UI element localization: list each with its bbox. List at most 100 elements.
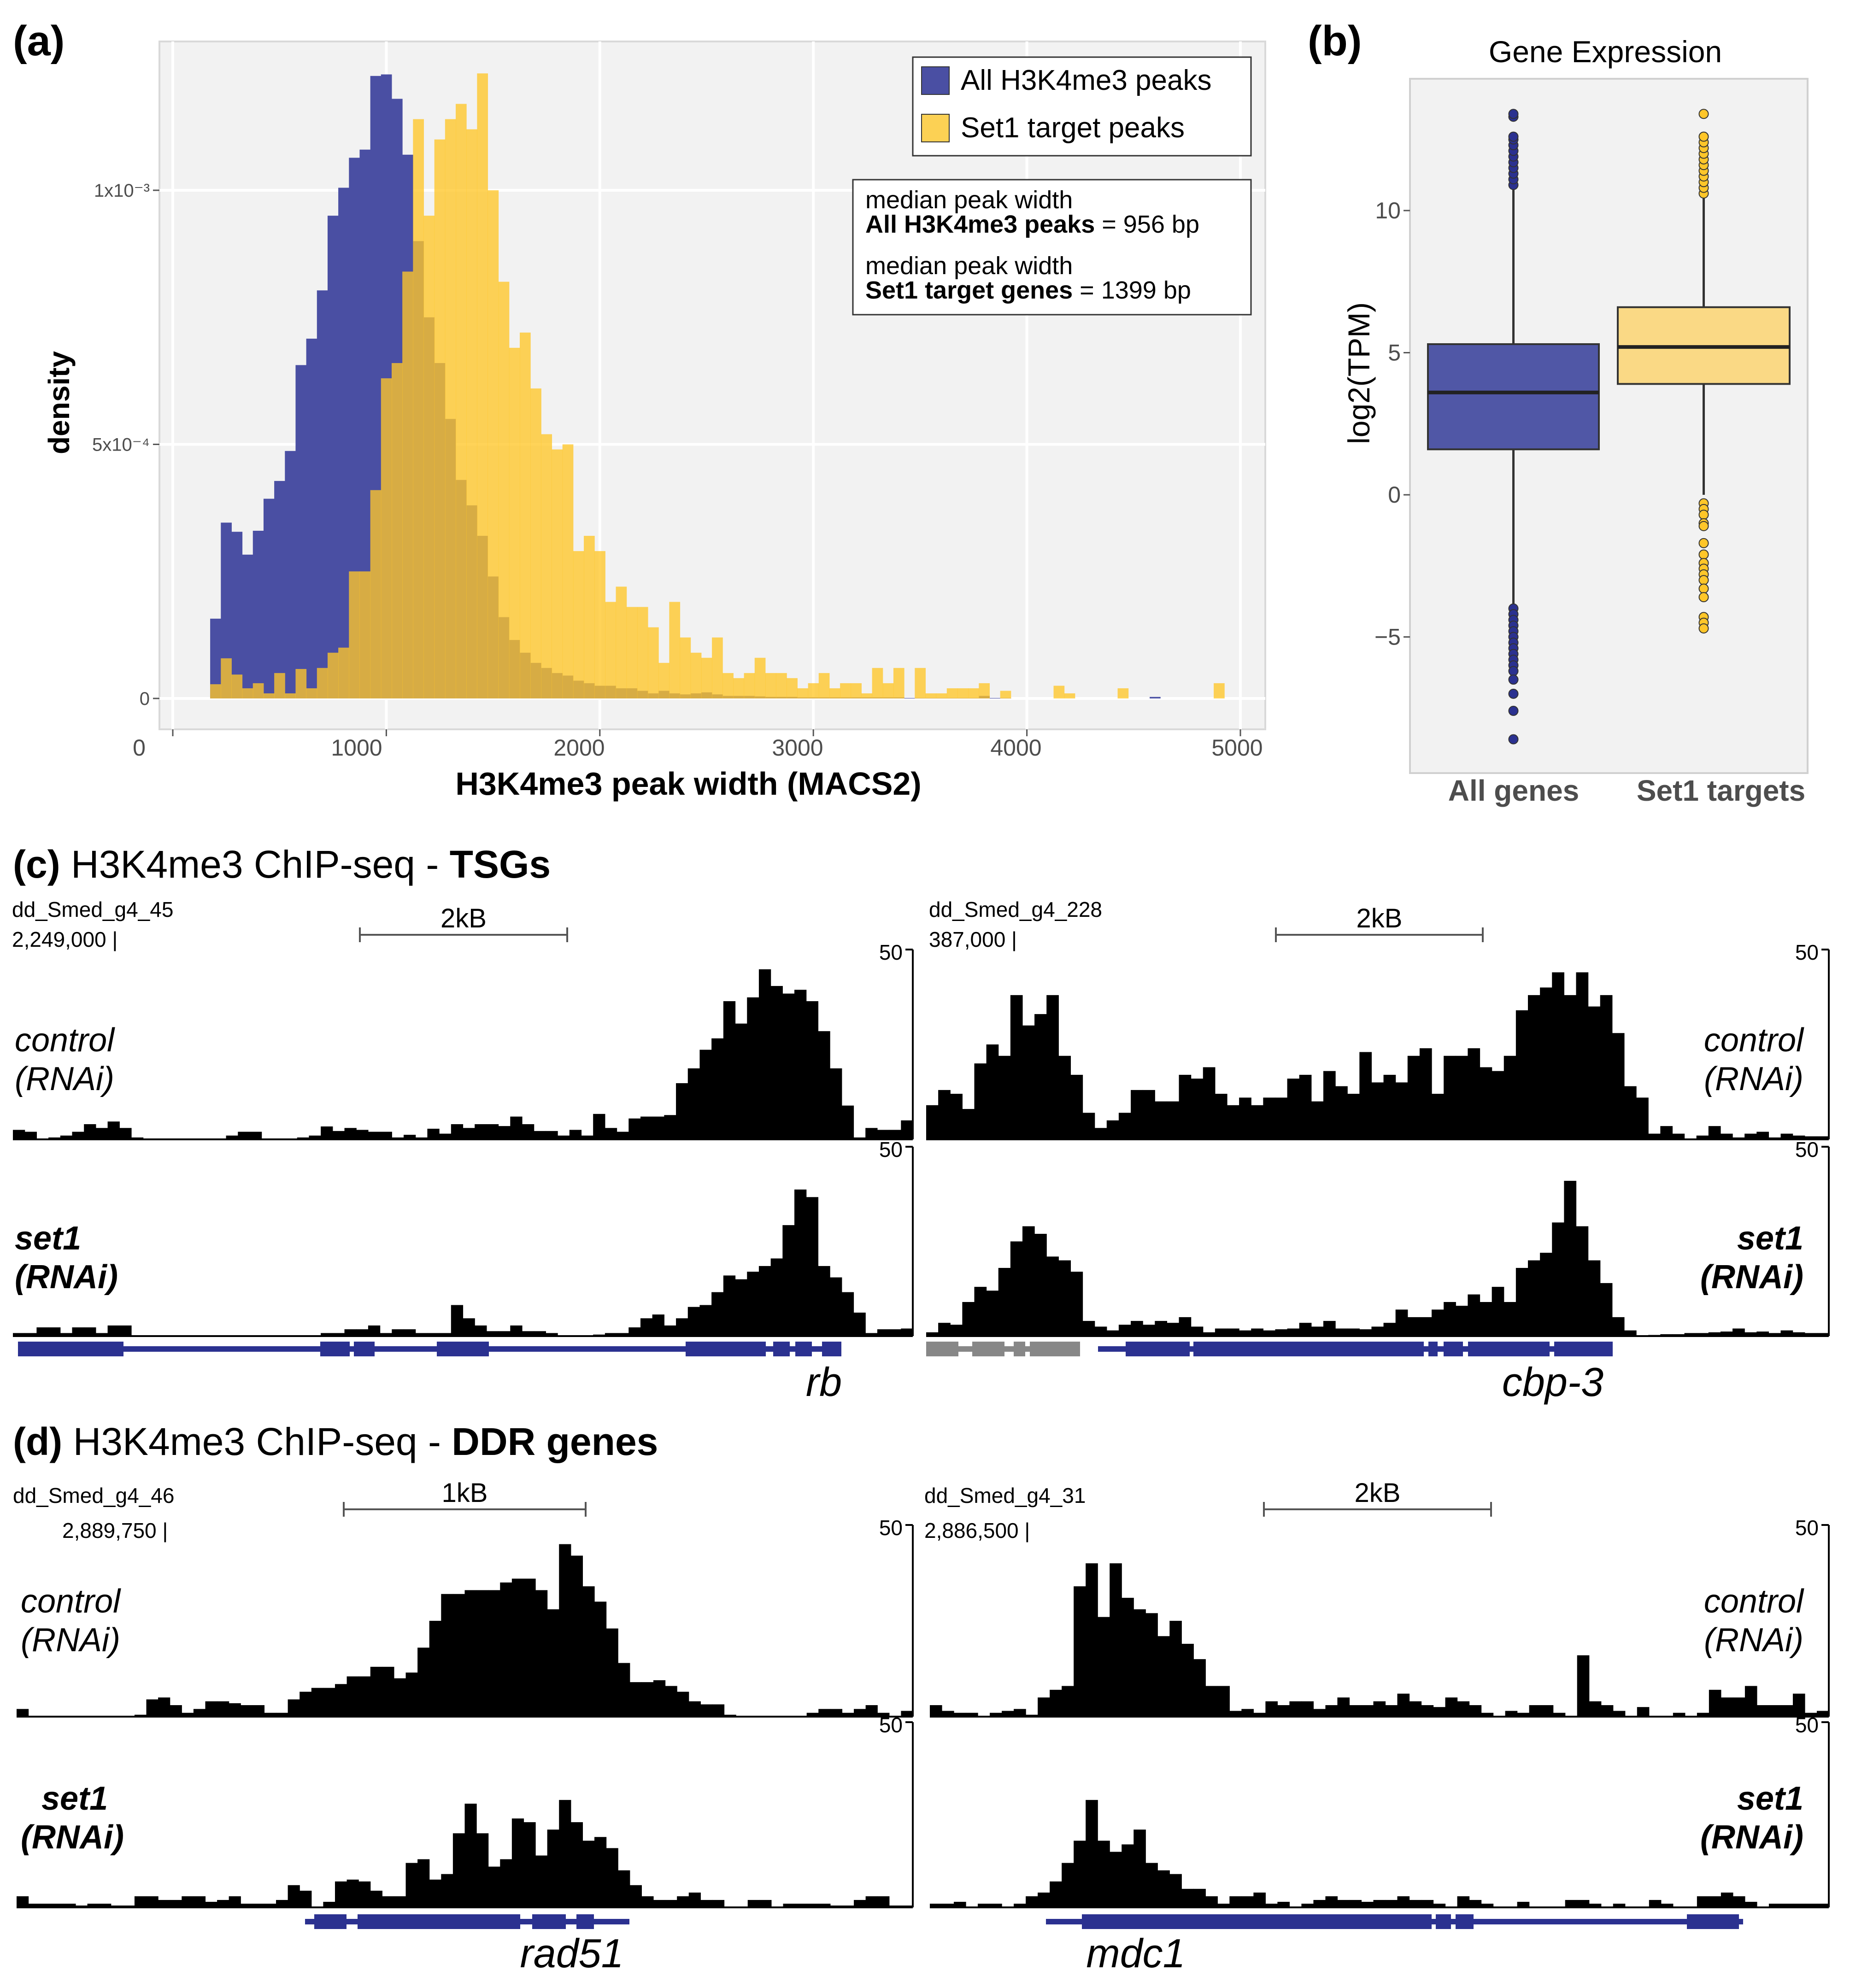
coverage-bin	[1070, 1074, 1083, 1139]
panel-d-title-bold: DDR genes	[452, 1420, 658, 1463]
coverage-bin	[415, 1137, 428, 1139]
coverage-bin	[1601, 1705, 1614, 1717]
bar-all-peaks	[359, 149, 371, 698]
coverage-bin	[393, 1678, 406, 1717]
gene-exon	[1030, 1342, 1080, 1356]
coverage-bin	[758, 969, 771, 1139]
gene-exon	[1193, 1342, 1424, 1356]
gene-model-neighbor	[926, 1342, 1080, 1356]
panel-d-label: (d)	[13, 1420, 62, 1463]
coverage-bin	[1733, 1697, 1745, 1717]
coverage-bin	[1118, 1113, 1131, 1139]
coverage-bin	[1002, 1711, 1014, 1717]
outlier-point	[1508, 109, 1519, 119]
coverage-bin	[1552, 972, 1564, 1139]
coverage-bin	[1217, 1903, 1230, 1907]
coverage-bin	[158, 1900, 170, 1907]
coverage-bin	[628, 1118, 641, 1139]
coverage-bin	[1756, 1705, 1769, 1717]
coverage-bin	[1359, 1052, 1372, 1139]
gene-exon	[795, 1342, 812, 1356]
bar-all-peaks	[253, 531, 264, 698]
bar-set1-peaks	[818, 673, 830, 698]
coverage-bin	[782, 1225, 795, 1336]
panel-a-histogram: (a) 0 1000 2000 3000 4000 5000 0 5x10⁻⁴ 1x10⁻³ d…	[13, 18, 1266, 802]
coverage-bin	[547, 1609, 559, 1717]
panel-a-label: (a)	[13, 18, 65, 65]
coverage-bin	[500, 1859, 512, 1907]
coverage-track-set1: 50 set1(RNAi)	[13, 1138, 914, 1337]
coverage-bin	[1014, 1709, 1026, 1717]
coverage-bin	[830, 1277, 842, 1336]
annotation-bold: All H3K4me3 peaks	[865, 211, 1095, 238]
coverage-bin	[1721, 1892, 1733, 1907]
coverage-bin	[1744, 1133, 1757, 1139]
coverage-bin	[72, 1327, 84, 1336]
coverage-bin	[1181, 1888, 1194, 1907]
bar-set1-peaks	[231, 674, 243, 698]
track-label-sub: (RNAi)	[1704, 1061, 1803, 1097]
coverage-bin	[930, 1705, 942, 1717]
bar-set1-peaks	[466, 129, 477, 698]
coverage-bin	[865, 1896, 878, 1907]
coverage-bin	[119, 1128, 132, 1139]
coverage-bin	[641, 1896, 654, 1907]
legend-swatch-yellow	[921, 114, 950, 142]
coverage-bin	[1034, 1234, 1047, 1336]
coverage-bin	[581, 1135, 593, 1139]
genome-browser-tracks: dd_Smed_g4_452,249,000 |2kB50control(RNA…	[12, 897, 1830, 1976]
coverage-bin	[1155, 1101, 1167, 1139]
bar-set1-peaks	[797, 688, 809, 698]
coverage-bin	[901, 1328, 913, 1336]
coverage-bin	[711, 1038, 724, 1139]
bar-set1-peaks	[285, 693, 296, 698]
coverage-bin	[1445, 1697, 1458, 1717]
coverage-bin	[1564, 995, 1577, 1139]
coverage-bin	[1481, 1712, 1494, 1717]
annotation-rest: = 1399 bp	[1073, 276, 1191, 304]
coverage-bin	[1515, 1010, 1528, 1139]
coverage-bin	[889, 1905, 902, 1907]
track-label-control: control	[1704, 1583, 1804, 1620]
coverage-bin	[1696, 1333, 1709, 1336]
coverage-bin	[75, 1905, 88, 1907]
coverage-bin	[1515, 1268, 1528, 1336]
gene-model	[1098, 1342, 1613, 1356]
coverage-bin	[889, 1329, 901, 1336]
gene-exon	[822, 1342, 841, 1356]
coverage-bin	[1407, 1056, 1420, 1139]
gene-model	[18, 1342, 841, 1356]
coverage-bin	[13, 1333, 25, 1336]
track-label-set1: set1	[1737, 1220, 1803, 1257]
coverage-bin	[547, 1830, 559, 1907]
bar-set1-peaks	[1000, 691, 1011, 698]
coverage-bin	[368, 1132, 381, 1139]
coverage-bin	[640, 1318, 653, 1336]
coverage-bin	[332, 1333, 345, 1336]
bar-set1-peaks	[946, 688, 958, 698]
coverage-bin	[158, 1697, 170, 1717]
track-ymax-label: 50	[879, 940, 903, 964]
outlier-point	[1508, 705, 1519, 716]
panel-b-label: (b)	[1308, 18, 1362, 65]
bar-set1-peaks	[808, 683, 819, 698]
coverage-bin	[1325, 1896, 1338, 1907]
coverage-bin	[735, 1023, 747, 1139]
panel-c-title-bold: TSGs	[450, 843, 551, 886]
coverage-bin	[476, 1833, 489, 1907]
coverage-bin	[475, 1124, 487, 1139]
coverage-bin	[380, 1333, 392, 1336]
coverage-bin	[628, 1327, 641, 1336]
track-label-control: control	[1704, 1022, 1804, 1059]
coverage-bin	[1505, 1711, 1518, 1717]
coverage-bin	[1397, 1694, 1410, 1717]
coverage-bin	[1756, 1331, 1769, 1336]
coverage-bin	[724, 1714, 736, 1717]
coverage-bin	[1179, 1317, 1192, 1336]
coverage-bin	[783, 1903, 795, 1907]
bar-all-peaks	[338, 188, 349, 698]
bar-set1-peaks	[584, 536, 595, 698]
gene-exon	[1554, 1342, 1613, 1356]
coverage-bin	[1649, 1900, 1662, 1907]
gene-exon	[686, 1342, 766, 1356]
